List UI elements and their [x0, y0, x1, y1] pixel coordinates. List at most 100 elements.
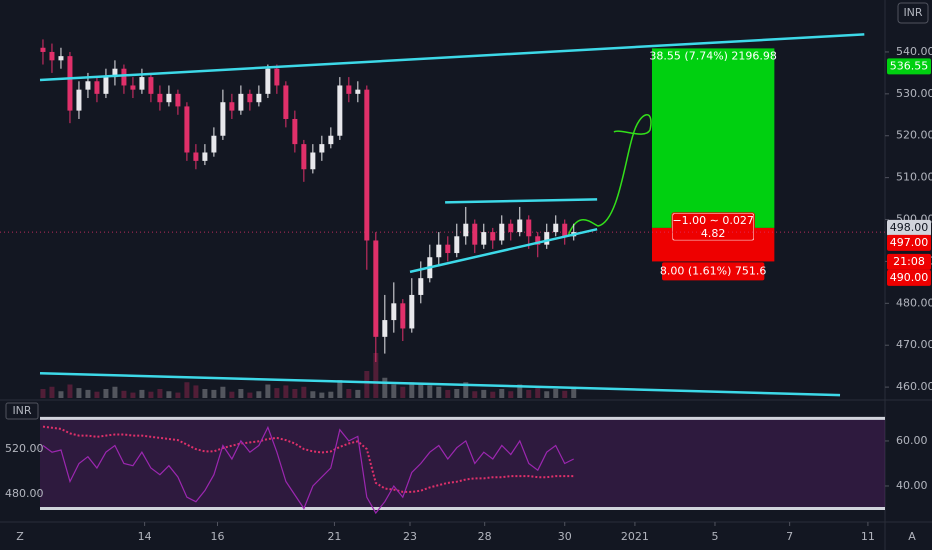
volume-bar — [283, 385, 289, 398]
x-tick-label: 21 — [327, 530, 341, 543]
candle-body — [148, 77, 154, 94]
price-tag-label: 498.00 — [890, 221, 929, 234]
volume-bar — [436, 386, 442, 398]
pane-y2-tick-label: 60.00 — [896, 434, 928, 447]
y-tick-label: 480.00 — [896, 296, 932, 309]
candle-body — [103, 77, 109, 94]
candle-body — [319, 144, 325, 153]
volume-bar — [427, 385, 433, 398]
candle-body — [202, 152, 208, 161]
rsi-line — [42, 425, 574, 515]
stop-label: 8.00 (1.61%) 751.6 — [660, 264, 767, 277]
volume-bar — [229, 391, 235, 398]
price-tag — [887, 58, 931, 75]
candle-body — [553, 223, 559, 233]
volume-bar — [112, 386, 118, 398]
volume-bar — [139, 389, 145, 398]
trend-line — [39, 372, 841, 397]
candle-body — [184, 106, 190, 153]
corner-label: Z — [16, 530, 24, 543]
volume-bar — [373, 353, 379, 398]
volume-bar — [85, 389, 91, 398]
trend-line — [445, 198, 598, 204]
candle-body — [274, 68, 280, 86]
candle-body — [94, 81, 100, 94]
volume-bar — [409, 382, 415, 398]
price-tag-label: 490.00 — [890, 271, 929, 284]
candle-body — [166, 93, 172, 103]
volume-bar — [265, 384, 271, 398]
candle-body — [346, 85, 352, 94]
candle-body — [490, 232, 496, 241]
x-tick-label: 5 — [711, 530, 718, 543]
volume-bar — [310, 391, 316, 398]
y-tick-label: 510.00 — [896, 171, 932, 184]
volume-bar — [517, 384, 523, 398]
volume-bar — [58, 391, 64, 398]
freehand-drawing — [567, 114, 652, 237]
candle-body — [364, 89, 370, 241]
volume-bar — [355, 389, 361, 398]
volume-bar — [193, 385, 199, 398]
volume-bar — [247, 392, 253, 398]
volume-bar — [553, 389, 559, 398]
candle-body — [544, 232, 550, 245]
volume-bar — [544, 391, 550, 398]
volume-bar — [76, 388, 82, 398]
volume-bar — [67, 384, 73, 398]
volume-bar — [292, 389, 298, 398]
volume-bar — [103, 389, 109, 398]
qty-label: 4.82 — [701, 227, 726, 240]
volume-bar — [562, 390, 568, 398]
price-tag-label: 497.00 — [890, 236, 929, 249]
candle-body — [121, 68, 127, 86]
volume-bar — [94, 391, 100, 398]
volume-bar — [391, 384, 397, 398]
volume-bar — [454, 389, 460, 398]
rsi-band-fill — [40, 418, 885, 509]
corner-label: A — [908, 530, 916, 543]
candle-body — [220, 102, 226, 136]
volume-bar — [148, 391, 154, 398]
volume-bar — [346, 389, 352, 398]
pane-y-tick-label: 480.00 — [5, 487, 44, 500]
volume-bar — [319, 392, 325, 398]
x-tick-label: 30 — [558, 530, 572, 543]
volume-bar — [571, 386, 577, 398]
profit-zone — [652, 48, 775, 228]
candle-body — [337, 85, 343, 136]
target-label: 38.55 (7.74%) 2196.98 — [649, 49, 777, 62]
x-tick-label: 23 — [403, 530, 417, 543]
pane-y-tick-label: 520.00 — [5, 442, 44, 455]
candle-body — [301, 144, 307, 170]
candle-body — [58, 56, 64, 61]
volume-bar — [130, 392, 136, 398]
candle-body — [499, 223, 505, 241]
candle-body — [238, 93, 244, 111]
candle-body — [508, 223, 514, 233]
pane-currency: INR — [12, 404, 31, 417]
volume-bar — [256, 391, 262, 398]
candle-body — [283, 85, 289, 119]
volume-bar — [508, 391, 514, 398]
volume-bar — [238, 389, 244, 398]
candle-body — [562, 223, 568, 237]
candle-body — [157, 93, 163, 103]
candle-body — [409, 294, 415, 329]
volume-bar — [301, 386, 307, 398]
volume-bar — [337, 380, 343, 398]
currency: INR — [903, 6, 922, 19]
candle-body — [85, 81, 91, 90]
x-tick-label: 2021 — [621, 530, 649, 543]
band-line — [42, 425, 574, 493]
candle-body — [382, 320, 388, 337]
volume-bar — [499, 389, 505, 398]
volume-bar — [166, 391, 172, 398]
trend-line — [409, 227, 598, 274]
price-tag — [887, 234, 931, 251]
volume-bar — [40, 389, 46, 398]
candle-body — [535, 236, 541, 245]
candle-body — [265, 68, 271, 94]
